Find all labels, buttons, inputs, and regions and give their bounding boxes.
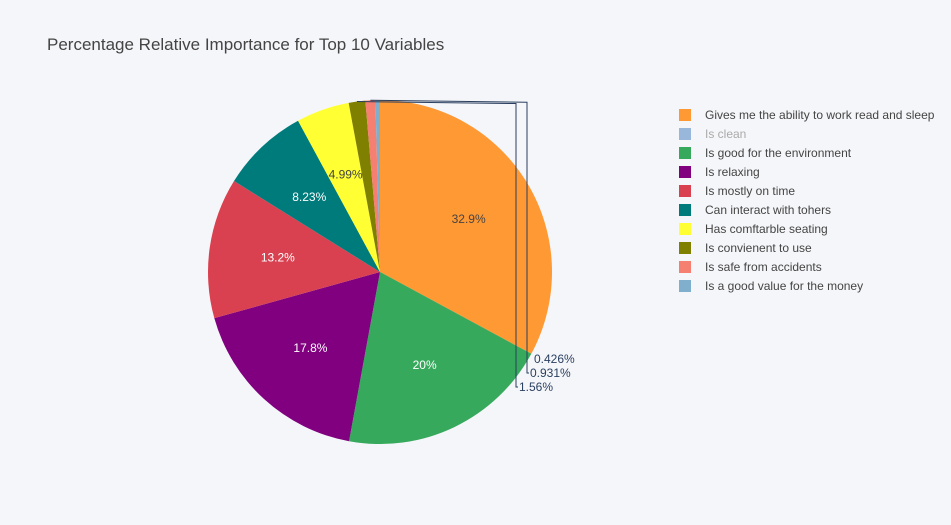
slice-label-is-convienent-to-use: 1.56% bbox=[519, 380, 553, 394]
legend-swatch bbox=[679, 147, 691, 159]
slice-label-is-a-good-value-for-the-money: 0.426% bbox=[534, 352, 575, 366]
slice-label-is-relaxing: 17.8% bbox=[293, 341, 327, 355]
legend-item-is-mostly-on-time[interactable]: Is mostly on time bbox=[679, 184, 795, 198]
legend-item-can-interact-with-tohers[interactable]: Can interact with tohers bbox=[679, 203, 831, 217]
pie-slice-is-a-good-value-for-the-money[interactable] bbox=[375, 100, 380, 272]
pie-slice-is-mostly-on-time[interactable] bbox=[208, 181, 380, 319]
legend-item-has-comftarble-seating[interactable]: Has comftarble seating bbox=[679, 222, 828, 236]
pie-slice-gives-me-the-ability-to-work-read-and-sleep[interactable] bbox=[380, 100, 552, 354]
legend-swatch bbox=[679, 280, 691, 292]
legend-item-is-relaxing[interactable]: Is relaxing bbox=[679, 165, 760, 179]
legend: Gives me the ability to work read and sl… bbox=[679, 108, 935, 293]
legend-item-is-convienent-to-use[interactable]: Is convienent to use bbox=[679, 241, 812, 255]
legend-label: Is a good value for the money bbox=[705, 279, 863, 293]
leader-line-is-safe-from-accidents bbox=[370, 99, 529, 374]
pie-slice-can-interact-with-tohers[interactable] bbox=[234, 120, 380, 273]
legend-swatch bbox=[679, 166, 691, 178]
pie-slices bbox=[208, 100, 552, 445]
legend-label: Can interact with tohers bbox=[705, 203, 831, 217]
legend-swatch bbox=[679, 242, 691, 254]
slice-label-has-comftarble-seating: 4.99% bbox=[329, 168, 363, 182]
slice-label-gives-me-the-ability-to-work-read-and-sleep: 32.9% bbox=[452, 212, 486, 226]
legend-label: Is relaxing bbox=[705, 165, 760, 179]
slice-label-is-safe-from-accidents: 0.931% bbox=[530, 366, 571, 380]
pie-slice-is-convienent-to-use[interactable] bbox=[348, 100, 380, 272]
slice-label-can-interact-with-tohers: 8.23% bbox=[292, 190, 326, 204]
legend-swatch bbox=[679, 109, 691, 121]
pie-labels: 32.9% 20% 17.8% 13.2% 8.23%4.99% 1.56%0.931%0… bbox=[261, 99, 575, 394]
pie-slice-is-relaxing[interactable] bbox=[214, 272, 380, 442]
legend-label: Is convienent to use bbox=[705, 241, 812, 255]
legend-label: Is clean bbox=[705, 127, 746, 141]
legend-label: Is mostly on time bbox=[705, 184, 795, 198]
legend-swatch bbox=[679, 223, 691, 235]
legend-swatch bbox=[679, 261, 691, 273]
legend-item-is-a-good-value-for-the-money[interactable]: Is a good value for the money bbox=[679, 279, 863, 293]
legend-label: Has comftarble seating bbox=[705, 222, 828, 236]
legend-label: Gives me the ability to work read and sl… bbox=[705, 108, 935, 122]
pie-slice-is-good-for-the-environment[interactable] bbox=[349, 272, 532, 445]
pie-slice-is-safe-from-accidents[interactable] bbox=[365, 100, 380, 273]
legend-label: Is good for the environment bbox=[705, 146, 852, 160]
leader-line-is-convienent-to-use bbox=[356, 101, 518, 388]
legend-item-is-clean[interactable]: Is clean bbox=[679, 127, 746, 141]
slice-label-is-good-for-the-environment: 20% bbox=[413, 358, 437, 372]
legend-item-is-good-for-the-environment[interactable]: Is good for the environment bbox=[679, 146, 852, 160]
legend-swatch bbox=[679, 128, 691, 140]
pie-slice-has-comftarble-seating[interactable] bbox=[298, 102, 380, 272]
legend-item-is-safe-from-accidents[interactable]: Is safe from accidents bbox=[679, 260, 822, 274]
legend-label: Is safe from accidents bbox=[705, 260, 822, 274]
legend-item-gives-me-the-ability-to-work-read-and-sleep[interactable]: Gives me the ability to work read and sl… bbox=[679, 108, 935, 122]
legend-swatch bbox=[679, 204, 691, 216]
chart-title: Percentage Relative Importance for Top 1… bbox=[47, 35, 444, 54]
slice-label-is-mostly-on-time: 13.2% bbox=[261, 250, 295, 264]
legend-swatch bbox=[679, 185, 691, 197]
